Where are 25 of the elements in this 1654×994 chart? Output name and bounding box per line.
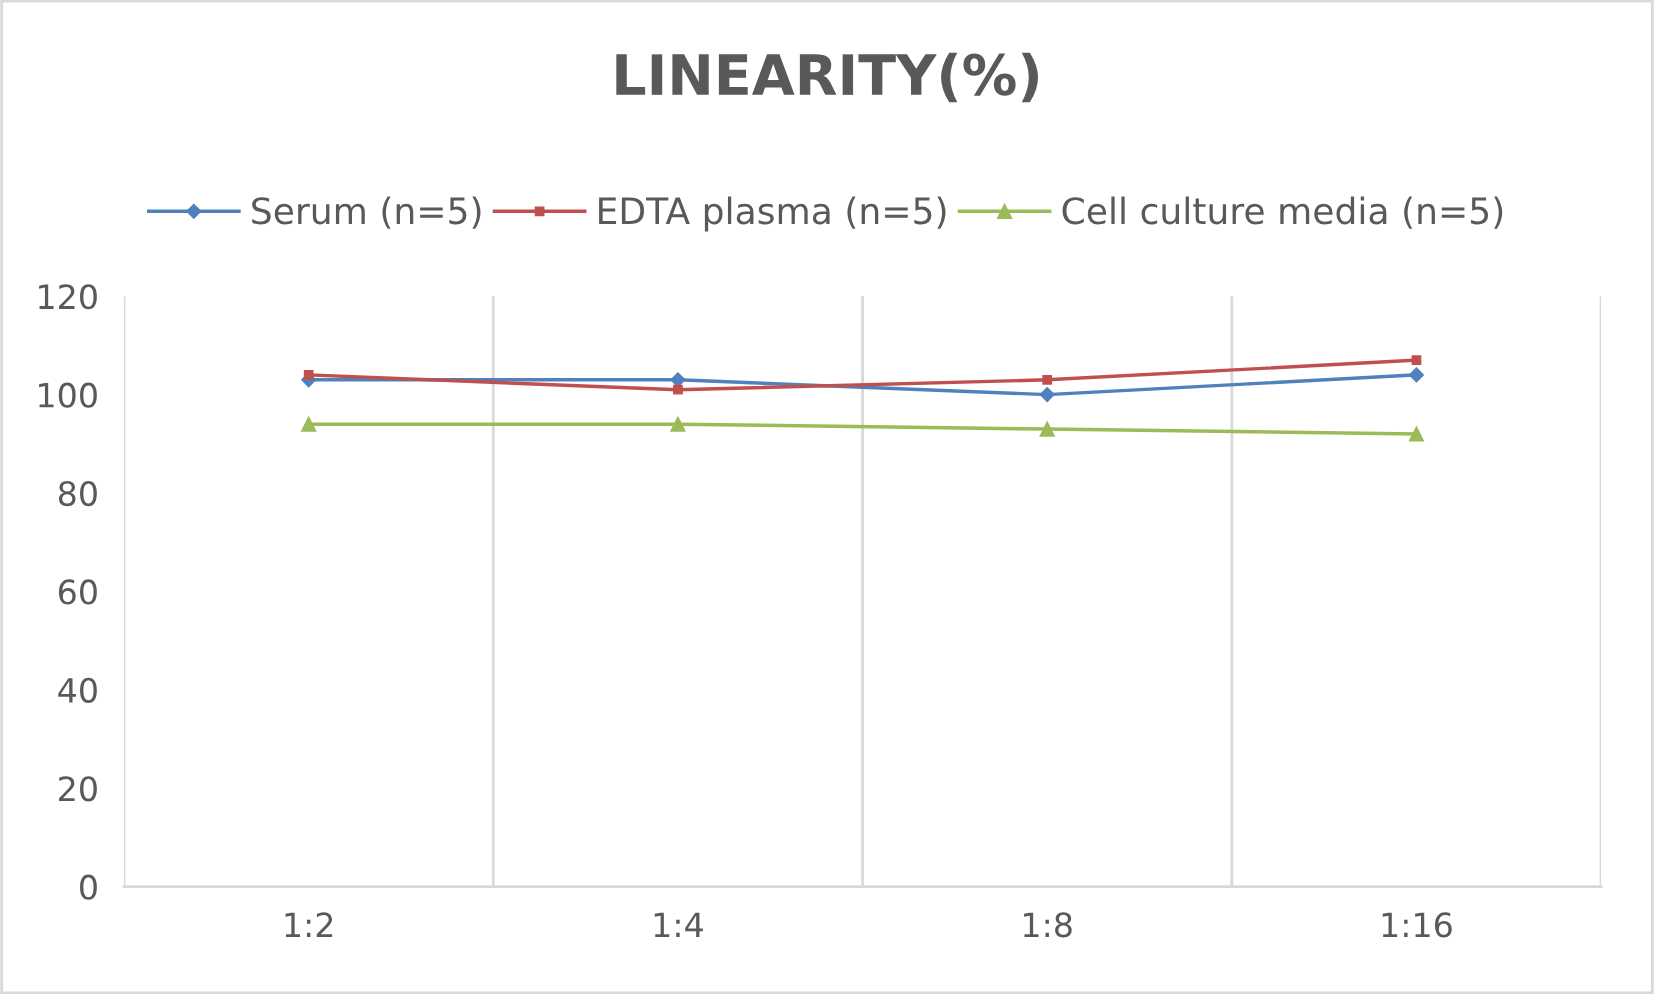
point <box>1408 367 1425 383</box>
legend-label: Cell culture media (n=5) <box>1062 196 1503 229</box>
point <box>1411 355 1422 366</box>
point <box>673 384 683 395</box>
point <box>670 416 686 432</box>
point <box>1039 387 1055 403</box>
y-tick-label: 40 <box>58 677 97 703</box>
legend-label: EDTA plasma (n=5) <box>599 196 946 232</box>
y-tick-label: 80 <box>58 480 97 507</box>
y-tick-label: 60 <box>58 579 97 605</box>
legend-label: Serum (n=5) <box>252 196 481 229</box>
chart-title: LINEARITY(%) <box>616 52 1038 103</box>
point <box>1039 421 1055 437</box>
point <box>1408 426 1425 442</box>
point <box>1042 374 1053 385</box>
y-tick-label: 0 <box>80 874 97 900</box>
point <box>303 370 314 380</box>
x-tick-label: 1:16 <box>1382 912 1452 938</box>
y-tick-label: 100 <box>39 382 97 408</box>
x-tick-label: 1:2 <box>285 912 333 937</box>
y-tick-label: 120 <box>39 284 97 310</box>
x-tick-label: 1:4 <box>654 912 703 937</box>
point <box>301 416 317 432</box>
x-tick-label: 1:8 <box>1024 912 1072 938</box>
y-tick-label: 20 <box>59 776 97 802</box>
